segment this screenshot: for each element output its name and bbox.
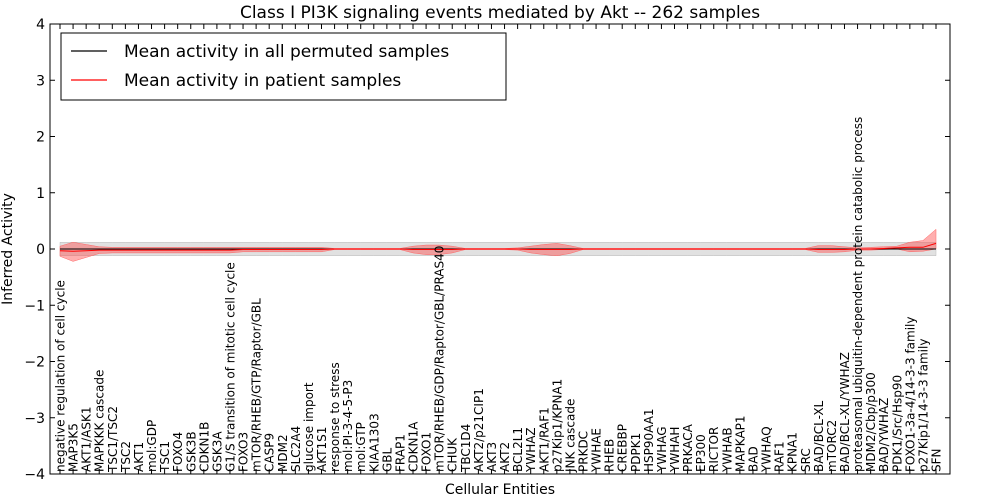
x-tick-label: BAD/BCL-XL/YWHAZ bbox=[838, 352, 852, 472]
x-tick-label: FRAP1 bbox=[393, 434, 407, 472]
x-tick-label: RAF1 bbox=[773, 441, 787, 472]
x-tick-label: YWHAG bbox=[655, 426, 669, 473]
y-axis: −4 −3 −2 −1 0 1 2 3 4 bbox=[24, 17, 950, 483]
x-tick-label: MDM2/Cbp/p300 bbox=[864, 372, 878, 472]
y-tick-label: 2 bbox=[36, 130, 45, 146]
y-tick-label: −4 bbox=[24, 467, 45, 483]
x-tick-label: AKT1S1 bbox=[315, 427, 329, 472]
x-tick-label: BAD/BCL-XL bbox=[812, 400, 826, 472]
x-tick-label: mTOR/RHEB/GTP/Raptor/GBL bbox=[250, 298, 264, 472]
x-tick-label: YWHAE bbox=[590, 428, 604, 473]
x-tick-label: FOXO4 bbox=[171, 432, 185, 472]
x-tick-label: FOXO3 bbox=[237, 432, 251, 472]
x-tick-label: proteasomal ubiquitin-dependent protein … bbox=[851, 117, 865, 472]
x-tick-label: YWHAH bbox=[668, 427, 682, 473]
x-tick-label: CDKN1A bbox=[407, 421, 421, 472]
y-tick-label: 3 bbox=[36, 73, 45, 89]
x-tick-label: mTOR/RHEB/GDP/Raptor/GBL/PRAS40 bbox=[433, 246, 447, 472]
x-tick-label: negative regulation of cell cycle bbox=[54, 280, 68, 472]
legend-label-permuted: Mean activity in all permuted samples bbox=[124, 42, 449, 62]
y-tick-label: 4 bbox=[36, 17, 45, 33]
x-tick-label: BAD bbox=[746, 446, 760, 472]
x-tick-label: CHUK bbox=[446, 437, 460, 472]
x-tick-label: PDK1/Src/Hsp90 bbox=[890, 375, 904, 472]
x-tick-label: CREBBP bbox=[616, 424, 630, 472]
x-tick-label: SFN bbox=[930, 449, 944, 473]
x-tick-label: HSP90AA1 bbox=[642, 408, 656, 472]
x-tick-label: mTORC2 bbox=[825, 420, 839, 472]
x-tick-label: G1/S transition of mitotic cell cycle bbox=[223, 262, 237, 472]
x-tick-label: EP300 bbox=[694, 434, 708, 472]
x-tick-label: SLC2A4 bbox=[289, 426, 303, 472]
x-tick-label: FOXO1-3a-4/14-3-3 family bbox=[903, 317, 917, 473]
y-tick-label: −3 bbox=[24, 411, 45, 427]
x-tick-label: BAD/YWHAZ bbox=[877, 398, 891, 472]
x-tick-label: BCL2L1 bbox=[511, 427, 525, 472]
x-tick-label: AKT2/p21CIP1 bbox=[472, 388, 486, 472]
x-tick-label: AKT2 bbox=[498, 442, 512, 472]
x-tick-label: YWHAB bbox=[720, 427, 734, 473]
legend: Mean activity in all permuted samples Me… bbox=[60, 32, 507, 101]
x-tick-label: TBC1D4 bbox=[459, 424, 473, 473]
x-tick-label: p27Kip1/14-3-3 family bbox=[916, 339, 930, 472]
x-tick-label: response to stress bbox=[328, 362, 342, 472]
x-tick-label: KPNA1 bbox=[786, 432, 800, 472]
x-tick-label: glucose import bbox=[302, 382, 316, 472]
x-tick-label: SRC bbox=[799, 448, 813, 472]
chart-title: Class I PI3K signaling events mediated b… bbox=[240, 3, 760, 23]
x-tick-label: p27Kip1/KPNA1 bbox=[550, 379, 564, 472]
legend-box bbox=[60, 32, 507, 101]
y-tick-label: 1 bbox=[36, 186, 45, 202]
x-tick-label: MAPKAP1 bbox=[733, 415, 747, 472]
line-series-1 bbox=[59, 242, 937, 252]
x-tick-label: GSK3B bbox=[184, 431, 198, 472]
x-tick-label: PRKACA bbox=[681, 423, 695, 472]
x-tick-label: AKT1 bbox=[132, 442, 146, 472]
x-tick-label: RICTOR bbox=[707, 427, 721, 472]
x-tick-label: RHEB bbox=[603, 439, 617, 472]
y-tick-label: −2 bbox=[24, 355, 45, 371]
x-axis-label: Cellular Entities bbox=[445, 482, 555, 498]
x-tick-label: TSC1/TSC2 bbox=[106, 406, 120, 473]
x-tick-label: AKT1/ASK1 bbox=[80, 407, 94, 472]
x-tick-label: MAPKKK cascade bbox=[93, 370, 107, 472]
x-tick-label: FOXO1 bbox=[420, 432, 434, 472]
x-tick-label: mol:GDP bbox=[145, 420, 159, 472]
x-tick-label: MDM2 bbox=[276, 434, 290, 472]
bands-layer bbox=[59, 228, 937, 262]
x-tick-label: PDPK1 bbox=[629, 433, 643, 472]
x-tick-label: CASP9 bbox=[263, 433, 277, 472]
x-tick-label: YWHAZ bbox=[524, 427, 538, 473]
x-tick-label: AKT1/RAF1 bbox=[537, 407, 551, 472]
x-tick-label: AKT3 bbox=[485, 442, 499, 472]
x-tick-label: KIAA1303 bbox=[367, 413, 381, 472]
x-tick-label: PRKDC bbox=[576, 431, 590, 472]
x-tick-label: TSC1 bbox=[158, 441, 172, 473]
lines-layer bbox=[59, 242, 937, 252]
x-tick-label: GSK3A bbox=[210, 431, 224, 472]
y-axis-label: Inferred Activity bbox=[0, 193, 16, 305]
x-axis: negative regulation of cell cycle MAP3K5 A… bbox=[54, 24, 944, 474]
y-tick-label: 0 bbox=[36, 242, 45, 258]
x-tick-label: TSC2 bbox=[119, 441, 133, 473]
x-tick-label: mol:GTP bbox=[354, 422, 368, 472]
x-tick-label: mol:PI-3-4-5-P3 bbox=[341, 380, 355, 472]
x-tick-label: MAP3K5 bbox=[67, 423, 81, 472]
x-tick-label: JNK cascade bbox=[563, 399, 577, 473]
x-tick-label: GBL bbox=[380, 447, 394, 472]
y-tick-label: −1 bbox=[24, 298, 45, 314]
x-tick-label: YWHAQ bbox=[760, 426, 774, 473]
legend-label-patient: Mean activity in patient samples bbox=[124, 71, 401, 91]
x-tick-label: CDKN1B bbox=[197, 422, 211, 472]
